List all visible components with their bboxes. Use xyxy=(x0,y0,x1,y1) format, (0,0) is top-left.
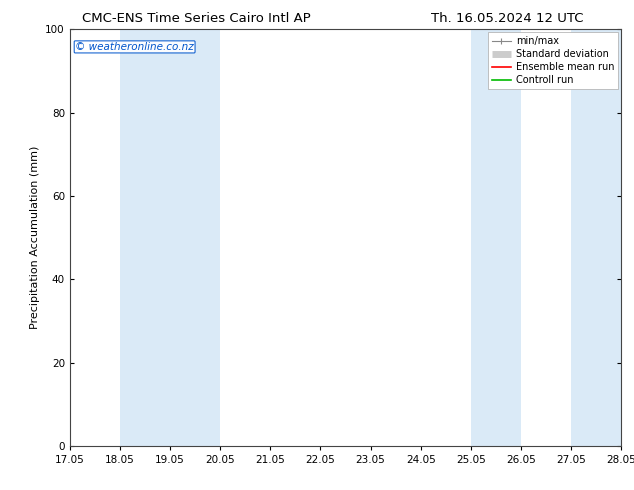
Bar xyxy=(471,29,521,446)
Bar xyxy=(120,29,220,446)
Bar xyxy=(571,29,634,446)
Legend: min/max, Standard deviation, Ensemble mean run, Controll run: min/max, Standard deviation, Ensemble me… xyxy=(488,32,618,89)
Text: CMC-ENS Time Series Cairo Intl AP: CMC-ENS Time Series Cairo Intl AP xyxy=(82,12,311,25)
Text: © weatheronline.co.nz: © weatheronline.co.nz xyxy=(75,42,194,52)
Y-axis label: Precipitation Accumulation (mm): Precipitation Accumulation (mm) xyxy=(30,146,40,329)
Text: Th. 16.05.2024 12 UTC: Th. 16.05.2024 12 UTC xyxy=(431,12,584,25)
